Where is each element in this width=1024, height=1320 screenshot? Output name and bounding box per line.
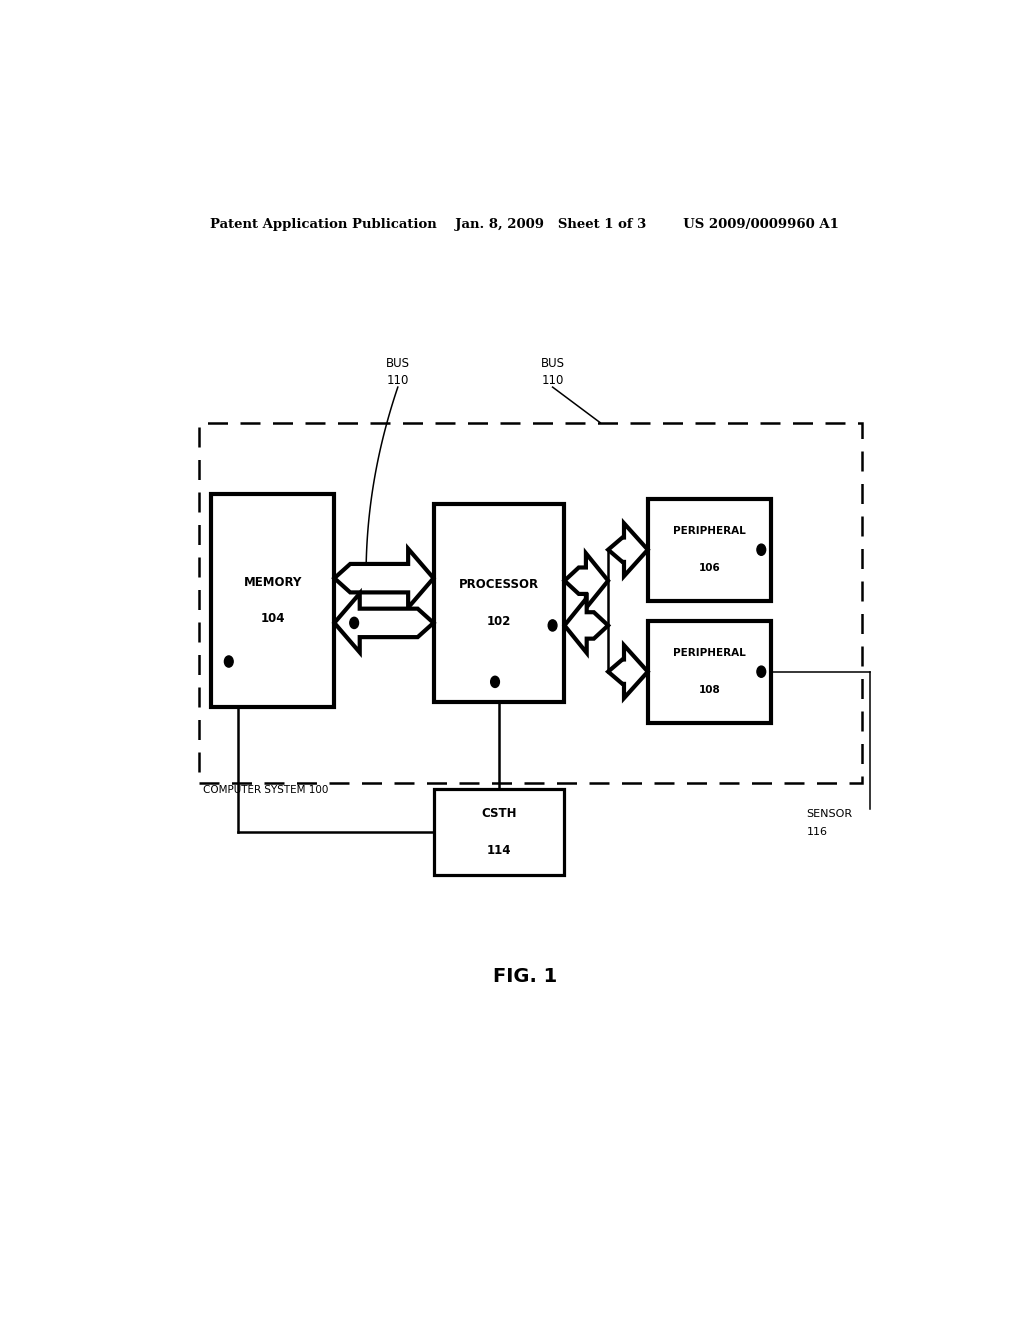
Text: 116: 116 <box>807 828 827 837</box>
Bar <box>648 620 771 722</box>
Text: COMPUTER SYSTEM 100: COMPUTER SYSTEM 100 <box>204 784 329 795</box>
Bar <box>211 494 334 708</box>
Circle shape <box>350 618 358 628</box>
Circle shape <box>548 620 557 631</box>
Circle shape <box>490 676 500 688</box>
Polygon shape <box>334 549 433 607</box>
Text: 108: 108 <box>698 685 720 694</box>
Circle shape <box>224 656 233 667</box>
Text: MEMORY: MEMORY <box>244 576 302 589</box>
Polygon shape <box>564 598 608 653</box>
Text: 114: 114 <box>486 843 511 857</box>
Circle shape <box>757 544 766 556</box>
Text: 106: 106 <box>698 564 720 573</box>
Text: CSTH: CSTH <box>481 807 517 820</box>
Circle shape <box>757 667 766 677</box>
Polygon shape <box>608 523 648 576</box>
Text: BUS: BUS <box>386 356 410 370</box>
Text: 102: 102 <box>486 615 511 628</box>
Text: 110: 110 <box>542 374 564 387</box>
Bar <box>200 422 862 784</box>
Text: PERIPHERAL: PERIPHERAL <box>673 527 745 536</box>
Polygon shape <box>564 553 608 609</box>
Text: SENSOR: SENSOR <box>807 809 853 818</box>
Text: 104: 104 <box>260 612 285 626</box>
Text: 110: 110 <box>387 374 409 387</box>
Bar <box>433 504 564 702</box>
Bar <box>648 499 771 601</box>
Bar <box>433 788 564 875</box>
Text: PERIPHERAL: PERIPHERAL <box>673 648 745 659</box>
Text: Patent Application Publication    Jan. 8, 2009   Sheet 1 of 3        US 2009/000: Patent Application Publication Jan. 8, 2… <box>210 218 840 231</box>
Polygon shape <box>334 594 433 652</box>
Polygon shape <box>608 645 648 698</box>
Text: BUS: BUS <box>541 356 564 370</box>
Text: PROCESSOR: PROCESSOR <box>459 578 539 591</box>
Text: FIG. 1: FIG. 1 <box>493 968 557 986</box>
